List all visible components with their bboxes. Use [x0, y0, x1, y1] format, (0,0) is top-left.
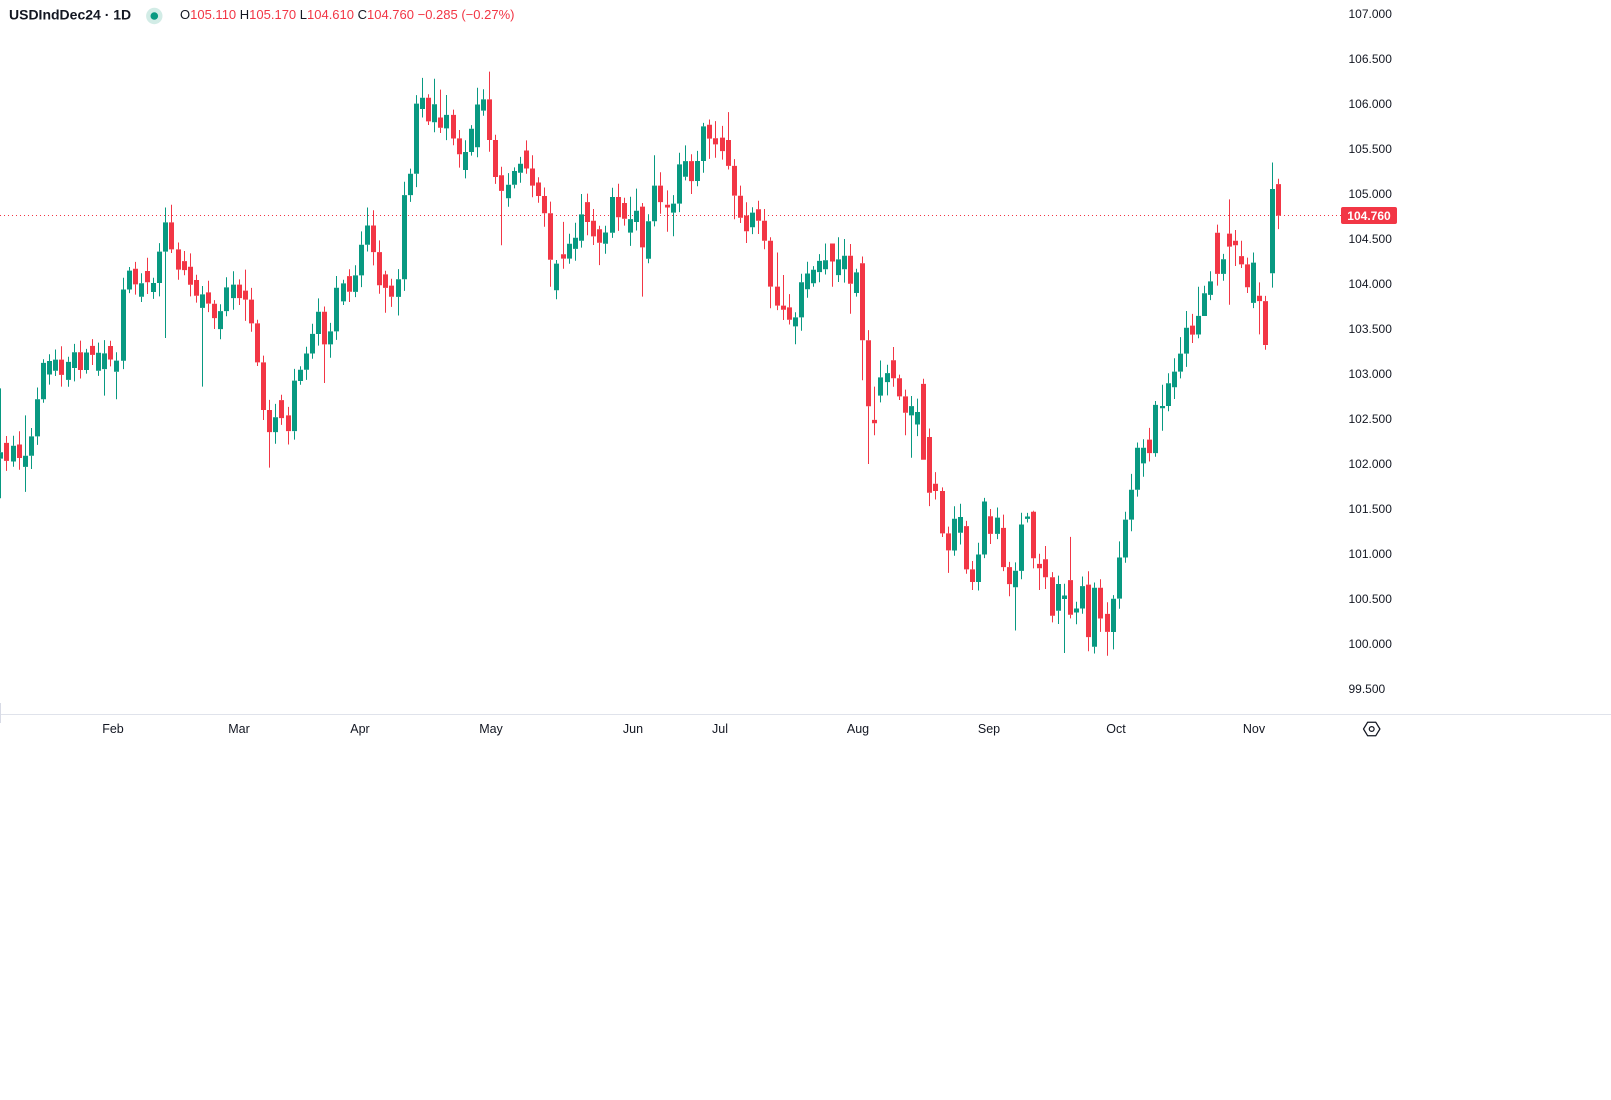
- svg-text:104.500: 104.500: [1349, 232, 1393, 246]
- svg-text:100.500: 100.500: [1349, 592, 1393, 606]
- svg-text:103.000: 103.000: [1349, 367, 1393, 381]
- svg-text:104.760: 104.760: [1347, 209, 1391, 223]
- svg-text:Jul: Jul: [712, 722, 728, 736]
- svg-text:101.500: 101.500: [1349, 502, 1393, 516]
- svg-text:USDIndDec24 · 1D: USDIndDec24 · 1D: [9, 7, 131, 23]
- svg-text:105.000: 105.000: [1349, 187, 1393, 201]
- svg-text:99.500: 99.500: [1349, 682, 1386, 696]
- svg-text:100.000: 100.000: [1349, 637, 1393, 651]
- svg-text:Jun: Jun: [623, 722, 643, 736]
- svg-text:Mar: Mar: [228, 722, 250, 736]
- svg-text:May: May: [479, 722, 503, 736]
- svg-text:103.500: 103.500: [1349, 322, 1393, 336]
- svg-text:Aug: Aug: [847, 722, 869, 736]
- svg-text:105.500: 105.500: [1349, 142, 1393, 156]
- svg-text:101.000: 101.000: [1349, 547, 1393, 561]
- svg-text:Oct: Oct: [1106, 722, 1126, 736]
- svg-text:102.000: 102.000: [1349, 457, 1393, 471]
- svg-text:Apr: Apr: [350, 722, 369, 736]
- svg-text:104.000: 104.000: [1349, 277, 1393, 291]
- svg-text:102.500: 102.500: [1349, 412, 1393, 426]
- svg-text:106.000: 106.000: [1349, 97, 1393, 111]
- svg-text:Nov: Nov: [1243, 722, 1266, 736]
- svg-text:Feb: Feb: [102, 722, 124, 736]
- svg-text:O105.110 H105.170 L104.610 C10: O105.110 H105.170 L104.610 C104.760 −0.2…: [180, 7, 514, 22]
- svg-text:107.000: 107.000: [1349, 7, 1393, 21]
- svg-text:Sep: Sep: [978, 722, 1000, 736]
- svg-text:106.500: 106.500: [1349, 52, 1393, 66]
